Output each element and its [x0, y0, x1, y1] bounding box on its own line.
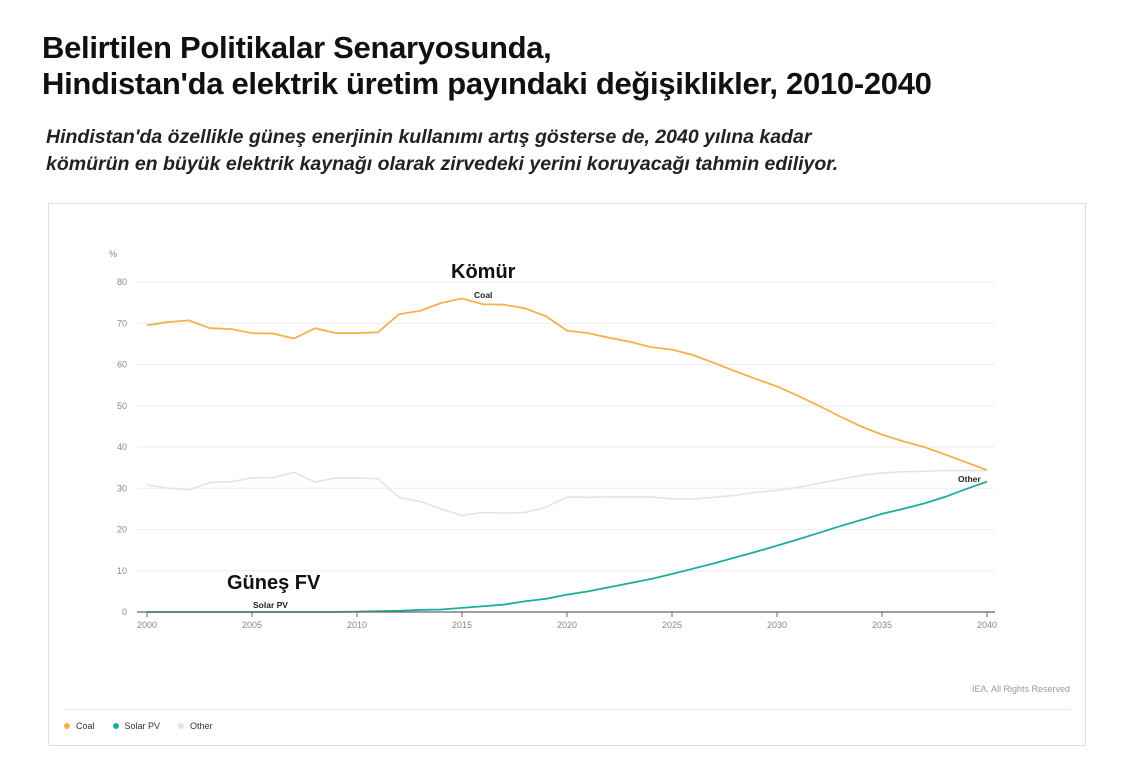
y-tick-label: 50	[117, 401, 127, 411]
subtitle-line-1: Hindistan'da özellikle güneş enerjinin k…	[46, 126, 812, 148]
x-tick-label: 2035	[872, 620, 892, 630]
legend-item-solar-pv[interactable]: Solar PV	[112, 721, 161, 731]
legend-item-coal[interactable]: Coal	[64, 721, 95, 731]
label-other: Other	[958, 474, 981, 484]
y-axis-unit: %	[109, 249, 117, 259]
label-solar-pv: Solar PV	[253, 600, 288, 610]
y-tick-label: 20	[117, 525, 127, 535]
y-tick-label: 70	[117, 318, 127, 328]
chart-card: % 0 10 20 30 40 50 60 70 80 2000 2005 2010 2015 2020 2…	[48, 203, 1086, 746]
annotation-gunes-fv: Güneş FV	[227, 572, 321, 594]
legend-label: Coal	[76, 721, 95, 731]
legend-dot-icon	[64, 723, 70, 729]
y-tick-label: 40	[117, 442, 127, 452]
legend-dot-icon	[178, 723, 185, 729]
chart-subtitle: Hindistan'da özellikle güneş enerjinin k…	[46, 124, 838, 178]
y-tick-label: 60	[117, 360, 127, 370]
divider	[64, 709, 1070, 710]
legend: Coal Solar PV Other	[64, 721, 213, 731]
annotation-komur: Kömür	[451, 261, 516, 283]
x-tick-label: 2005	[242, 620, 262, 630]
y-tick-label: 30	[117, 483, 127, 493]
title-line-1: Belirtilen Politikalar Senaryosunda,	[42, 30, 552, 65]
series-line-other	[146, 469, 987, 517]
x-tick-label: 2025	[662, 620, 682, 630]
title-line-2: Hindistan'da elektrik üretim payındaki d…	[42, 66, 932, 101]
x-tick-label: 2030	[767, 620, 787, 630]
legend-label: Other	[190, 721, 213, 731]
series-line-coal	[146, 297, 988, 471]
y-tick-label: 10	[117, 566, 127, 576]
y-tick-label: 80	[117, 277, 127, 287]
credit: IEA. All Rights Reserved	[971, 684, 1070, 694]
x-tick-label: 2020	[557, 620, 577, 630]
legend-dot-icon	[112, 723, 119, 729]
chart-title: Belirtilen Politikalar Senaryosunda, Hin…	[42, 30, 932, 102]
label-coal: Coal	[474, 290, 492, 300]
x-tick-label: 2040	[977, 620, 997, 630]
legend-label: Solar PV	[124, 721, 161, 731]
subtitle-line-2: kömürün en büyük elektrik kaynağı olarak…	[46, 153, 839, 175]
x-tick-label: 2010	[347, 620, 367, 630]
x-tick-label: 2015	[452, 620, 472, 630]
legend-item-other[interactable]: Other	[178, 721, 213, 731]
x-tick-label: 2000	[137, 620, 157, 630]
y-tick-label: 0	[122, 607, 127, 617]
